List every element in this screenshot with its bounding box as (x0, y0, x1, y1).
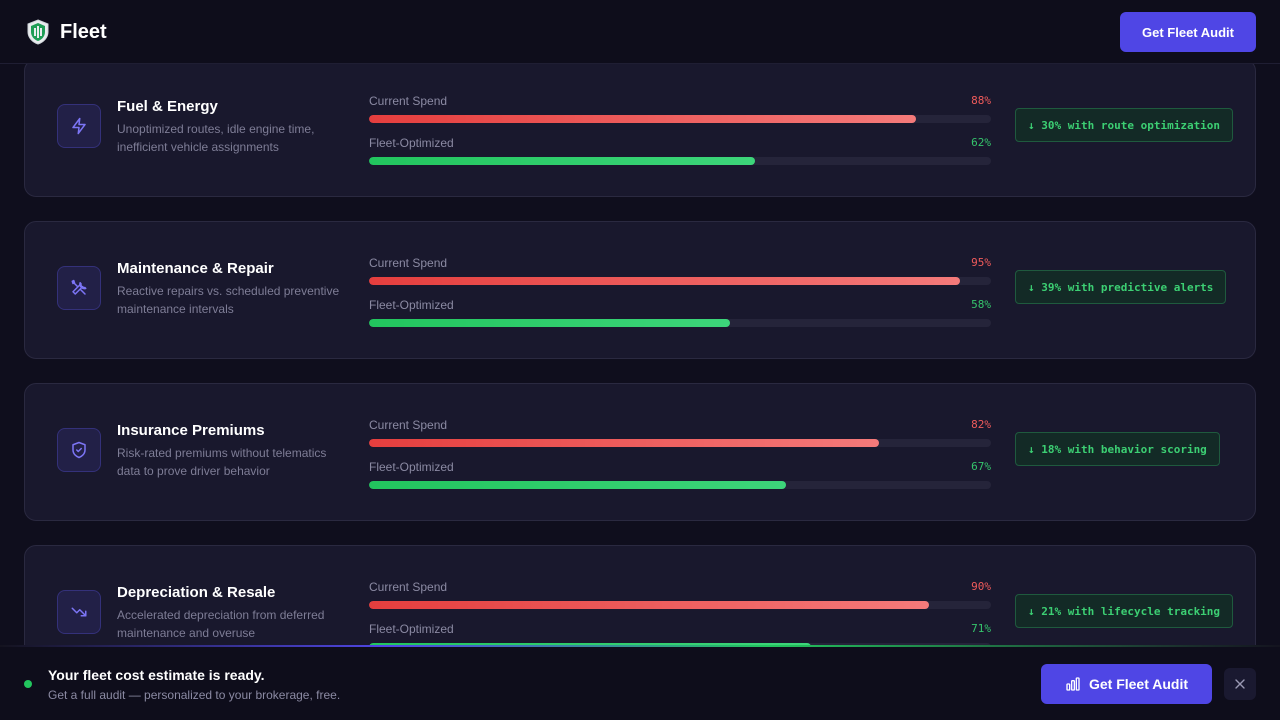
card-description: Accelerated depreciation from deferred m… (117, 608, 325, 640)
current-spend-bar (369, 115, 991, 123)
fleet-shield-logo-icon (27, 19, 49, 45)
savings-badge: ↓ 39% with predictive alerts (1015, 270, 1227, 304)
current-spend-bar-fill (369, 601, 929, 609)
fleet-optimized-label: Fleet-Optimized (369, 136, 454, 150)
savings-badge: ↓ 18% with behavior scoring (1015, 432, 1220, 466)
fleet-optimized-label: Fleet-Optimized (369, 298, 454, 312)
current-spend-bar (369, 601, 991, 609)
current-spend-bar-fill (369, 439, 880, 447)
fleet-optimized-bar-fill (369, 481, 786, 489)
savings-badge: ↓ 30% with route optimization (1015, 108, 1234, 142)
brand[interactable]: Fleet (26, 19, 107, 45)
shield-check-icon (57, 428, 101, 472)
close-icon (1235, 679, 1245, 689)
current-spend-percent: 95% (971, 256, 991, 269)
banner-cta-label: Get Fleet Audit (1088, 676, 1189, 692)
category-card-insurance: Insurance Premiums Risk-rated premiums w… (24, 383, 1256, 521)
bottom-cta-banner: Your fleet cost estimate is ready. Get a… (0, 645, 1280, 720)
category-card-maintenance: Maintenance & Repair Reactive repairs vs… (24, 221, 1256, 359)
fleet-optimized-bar-fill (369, 319, 730, 327)
fleet-optimized-bar (369, 481, 991, 489)
fleet-optimized-percent: 71% (971, 622, 991, 635)
savings-badge: ↓ 21% with lifecycle tracking (1015, 594, 1234, 628)
card-title: Maintenance & Repair (117, 260, 274, 277)
current-spend-percent: 88% (971, 94, 991, 107)
banner-subtitle: Get a full audit — personalized to your … (48, 688, 341, 702)
banner-title: Your fleet cost estimate is ready. (48, 667, 265, 683)
current-spend-label: Current Spend (369, 256, 448, 270)
brand-name: Fleet (60, 20, 107, 43)
lightning-icon (57, 104, 101, 148)
card-description: Reactive repairs vs. scheduled preventiv… (117, 284, 340, 316)
card-title: Fuel & Energy (117, 98, 218, 115)
bar-chart-icon (1066, 677, 1080, 691)
fleet-optimized-label: Fleet-Optimized (369, 460, 454, 474)
fleet-optimized-label: Fleet-Optimized (369, 622, 454, 636)
card-description: Unoptimized routes, idle engine time, in… (117, 122, 315, 154)
current-spend-bar (369, 277, 991, 285)
banner-gradient-divider (0, 645, 1280, 647)
card-description: Risk-rated premiums without telematics d… (117, 446, 327, 478)
banner-get-fleet-audit-button[interactable]: Get Fleet Audit (1041, 664, 1212, 704)
trending-down-icon (57, 590, 101, 634)
card-title: Depreciation & Resale (117, 584, 276, 601)
fleet-optimized-percent: 62% (971, 136, 991, 149)
current-spend-label: Current Spend (369, 94, 448, 108)
fleet-optimized-percent: 58% (971, 298, 991, 311)
header-get-fleet-audit-button[interactable]: Get Fleet Audit (1120, 12, 1256, 52)
category-card-fuel: Fuel & Energy Unoptimized routes, idle e… (24, 59, 1256, 197)
current-spend-bar (369, 439, 991, 447)
current-spend-percent: 90% (971, 580, 991, 593)
current-spend-bar-fill (369, 115, 917, 123)
fleet-optimized-bar (369, 319, 991, 327)
fleet-optimized-bar-fill (369, 157, 755, 165)
top-header: Fleet Get Fleet Audit (0, 0, 1280, 64)
current-spend-bar-fill (369, 277, 960, 285)
status-dot-icon (24, 680, 32, 688)
banner-close-button[interactable] (1224, 668, 1256, 700)
fleet-optimized-bar (369, 157, 991, 165)
fleet-optimized-percent: 67% (971, 460, 991, 473)
current-spend-label: Current Spend (369, 418, 448, 432)
card-title: Insurance Premiums (117, 422, 265, 439)
current-spend-percent: 82% (971, 418, 991, 431)
current-spend-label: Current Spend (369, 580, 448, 594)
wrench-screwdriver-icon (57, 266, 101, 310)
